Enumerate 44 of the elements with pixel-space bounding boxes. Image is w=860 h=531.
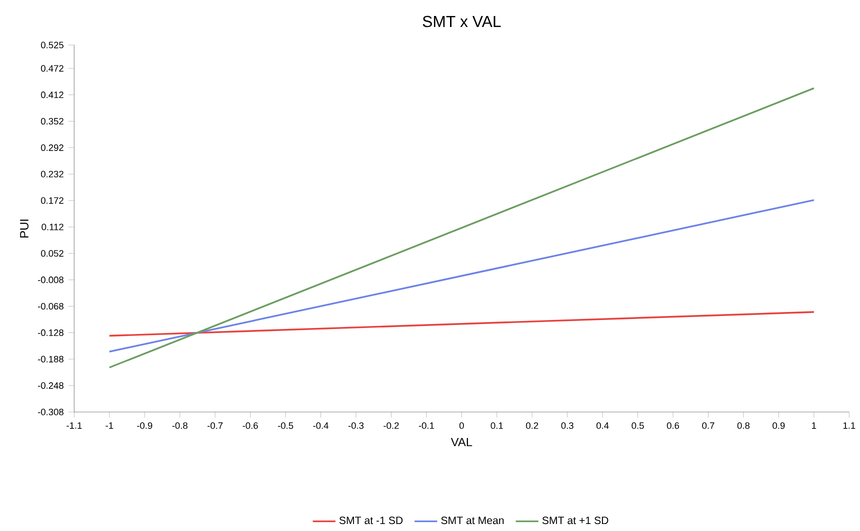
y-tick-label: 0.352 xyxy=(41,118,64,124)
x-tick-label: -0.6 xyxy=(242,422,258,429)
x-tick-label: 0.8 xyxy=(737,422,750,429)
x-tick-label: -0.3 xyxy=(348,422,364,429)
x-tick-label: 0.5 xyxy=(632,422,644,429)
x-tick-label: 1 xyxy=(812,422,816,429)
legend-label: SMT at -1 SD xyxy=(339,516,403,524)
y-tick-label: -0.308 xyxy=(38,408,64,416)
x-tick-label: -0.9 xyxy=(137,422,152,429)
y-tick-label: 0.052 xyxy=(41,250,64,257)
x-tick-label: -1.1 xyxy=(66,422,82,429)
x-tick-label: -1 xyxy=(106,422,114,429)
x-tick-label: 0.6 xyxy=(666,422,680,429)
x-tick-label: -0.2 xyxy=(384,422,399,429)
y-tick-label: -0.008 xyxy=(38,276,64,283)
legend-label: SMT at +1 SD xyxy=(542,516,608,524)
x-tick-label: 0.1 xyxy=(490,422,503,429)
x-tick-label: -0.1 xyxy=(418,422,434,429)
x-tick-label: 0.2 xyxy=(526,422,538,429)
x-tick-label: -0.4 xyxy=(313,422,328,429)
x-tick-label: 1.1 xyxy=(843,422,856,429)
x-tick-label: 0.4 xyxy=(596,422,609,429)
y-tick-label: 0.472 xyxy=(41,64,64,72)
y-tick-label: -0.128 xyxy=(38,329,64,336)
x-tick-label: -0.7 xyxy=(208,422,223,429)
x-axis-title: VAL xyxy=(450,438,472,446)
x-tick-label: 0.9 xyxy=(772,422,785,429)
chart-title: SMT x VAL xyxy=(422,16,501,27)
y-tick-label: 0.112 xyxy=(42,224,64,230)
y-tick-label: -0.068 xyxy=(38,302,64,310)
x-tick-label: 0 xyxy=(459,422,464,429)
x-tick-label: -0.8 xyxy=(172,422,188,429)
y-tick-label: -0.248 xyxy=(38,382,64,389)
y-tick-label: 0.232 xyxy=(41,170,64,178)
y-tick-label: -0.188 xyxy=(38,356,64,362)
y-tick-label: 0.292 xyxy=(41,144,64,151)
legend-label: SMT at Mean xyxy=(441,516,504,524)
x-tick-label: -0.5 xyxy=(278,422,294,429)
y-tick-label: 0.412 xyxy=(41,91,64,98)
y-tick-label: 0.172 xyxy=(41,197,64,204)
y-axis-title: PUI xyxy=(20,220,28,238)
y-tick-label: 0.525 xyxy=(41,42,64,48)
x-tick-label: 0.7 xyxy=(702,422,714,429)
x-tick-label: 0.3 xyxy=(561,422,574,429)
